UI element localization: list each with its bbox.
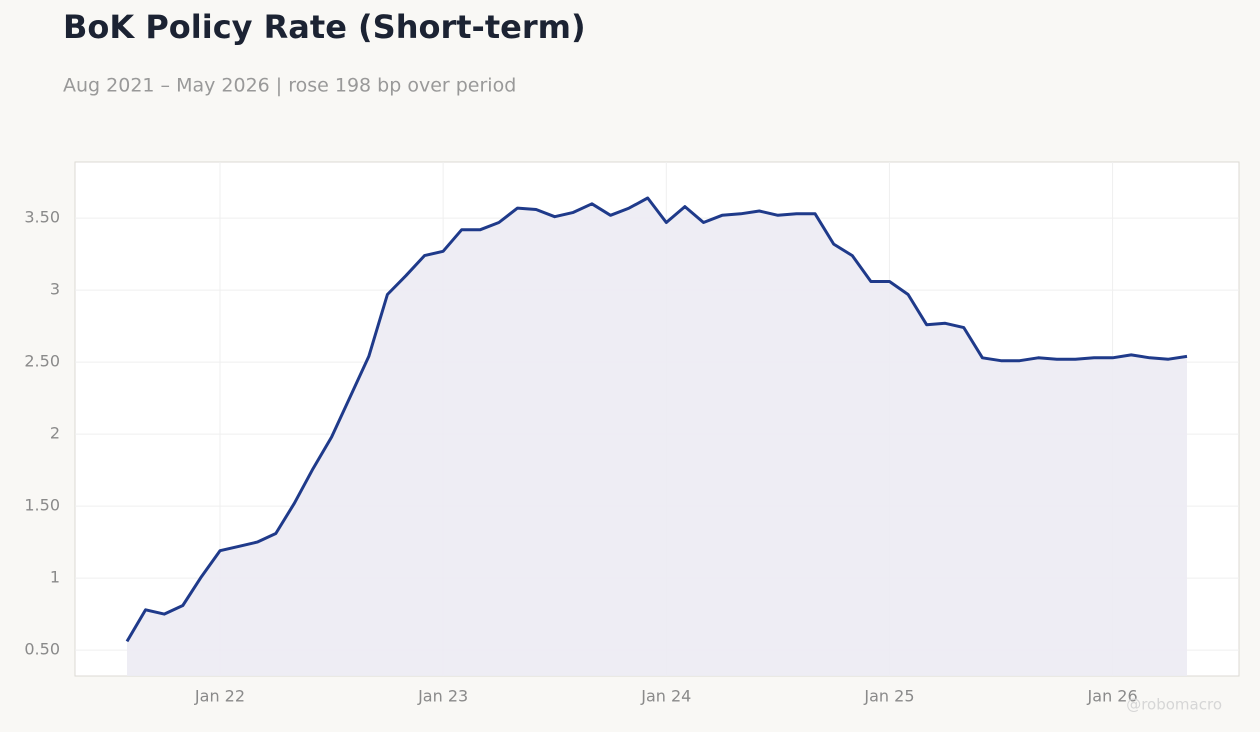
y-tick-label: 2 <box>50 424 60 443</box>
x-tick-label: Jan 22 <box>194 687 245 706</box>
x-tick-label: Jan 25 <box>863 687 914 706</box>
y-tick-label: 3 <box>50 280 60 299</box>
chart-subtitle: Aug 2021 – May 2026 | rose 198 bp over p… <box>63 75 516 97</box>
series-line <box>125 196 1188 643</box>
y-tick-label: 3.50 <box>24 208 60 227</box>
y-tick-label: 1 <box>50 568 60 587</box>
y-tick-label: 1.50 <box>24 496 60 515</box>
x-tick-label: Jan 23 <box>417 687 468 706</box>
watermark: @robomacro <box>1126 696 1222 714</box>
x-tick-label: Jan 26 <box>1087 687 1138 706</box>
x-tick-label: Jan 24 <box>640 687 691 706</box>
y-tick-label: 0.50 <box>24 640 60 659</box>
y-tick-label: 2.50 <box>24 352 60 371</box>
chart-title: BoK Policy Rate (Short-term) <box>63 8 586 46</box>
